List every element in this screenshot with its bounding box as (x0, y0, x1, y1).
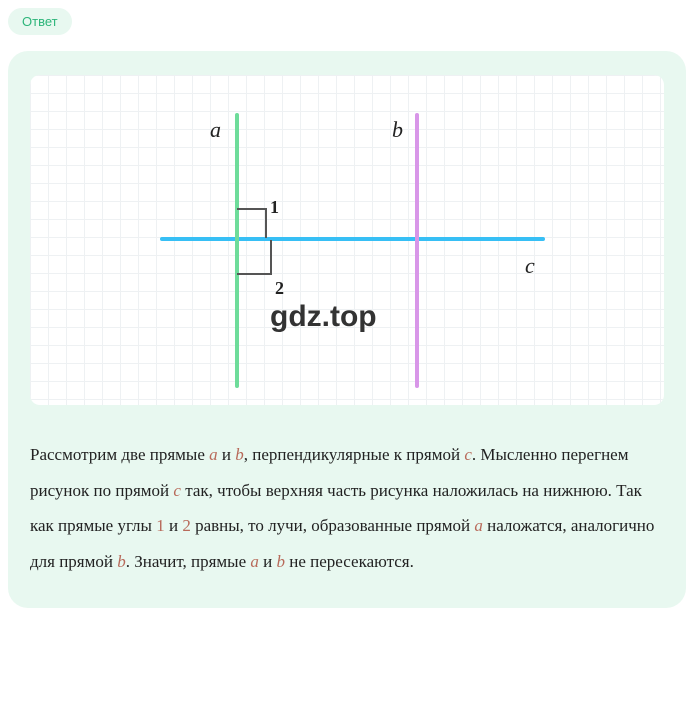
text-frag: , перпендикулярные к прямой (244, 445, 465, 464)
math-var-a: a (209, 445, 218, 464)
watermark: gdz.top (270, 300, 377, 334)
math-var-a: a (250, 552, 259, 571)
text-frag: . Значит, прямые (126, 552, 251, 571)
text-frag: и (218, 445, 236, 464)
math-var-b: b (117, 552, 126, 571)
text-frag: не пересекаются. (285, 552, 414, 571)
label-angle-2: 2 (275, 278, 284, 299)
line-c (160, 237, 545, 241)
math-var-c: c (464, 445, 472, 464)
math-var-a: a (474, 516, 483, 535)
label-c: c (525, 253, 535, 279)
geometry-diagram: a b c 1 2 gdz.top (30, 75, 664, 405)
diagram-container: a b c 1 2 gdz.top (30, 75, 664, 405)
label-angle-1: 1 (270, 197, 279, 218)
math-var-c: c (173, 481, 181, 500)
math-num-2: 2 (182, 516, 191, 535)
line-b (415, 113, 419, 388)
text-frag: и (259, 552, 277, 571)
math-var-b: b (235, 445, 244, 464)
text-frag: и (165, 516, 183, 535)
answer-badge: Ответ (8, 8, 72, 35)
math-var-b: b (277, 552, 286, 571)
answer-card: a b c 1 2 gdz.top Рассмотрим две прямые … (8, 51, 686, 608)
label-a: a (210, 117, 221, 143)
math-num-1: 1 (156, 516, 165, 535)
label-b: b (392, 117, 403, 143)
explanation-text: Рассмотрим две прямые a и b, перпендикул… (30, 437, 664, 580)
text-frag: равны, то лучи, образованные прямой (191, 516, 475, 535)
right-angle-marker-2 (237, 240, 272, 275)
right-angle-marker-1 (237, 208, 267, 238)
text-frag: Рассмотрим две прямые (30, 445, 209, 464)
